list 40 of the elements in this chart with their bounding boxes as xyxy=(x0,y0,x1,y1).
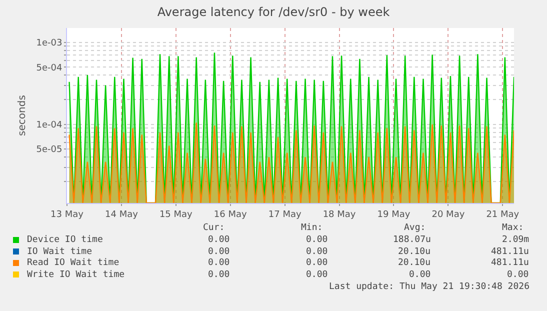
x-tick-label: 15 May xyxy=(159,210,194,220)
text: 0.00 xyxy=(208,270,230,280)
x-tick-label: 21 May xyxy=(486,210,520,220)
text: 481.11u xyxy=(491,258,529,268)
text: Cur: xyxy=(203,223,225,233)
y-tick-label: 5e-04 xyxy=(36,63,62,74)
text: 481.11u xyxy=(491,247,529,257)
text: 0.00 xyxy=(409,270,431,280)
text: Min: xyxy=(301,223,323,233)
y-tick-label: 1e-03 xyxy=(36,38,62,49)
text: 0.00 xyxy=(208,258,230,268)
x-tick-label: 18 May xyxy=(322,210,356,220)
y-axis-title: seconds xyxy=(17,95,28,136)
text: 20.10u xyxy=(398,258,431,268)
legend-label: IO Wait time xyxy=(27,247,92,257)
text: Avg: xyxy=(404,223,426,233)
text: 0.00 xyxy=(306,258,328,268)
x-tick-label: 17 May xyxy=(268,210,302,220)
x-tick-label: 16 May xyxy=(214,210,248,220)
text: 0.00 xyxy=(306,247,328,257)
x-tick-label: 13 May xyxy=(50,210,84,220)
text: Max: xyxy=(502,223,524,233)
x-tick-label: 14 May xyxy=(105,210,139,220)
text: 0.00 xyxy=(208,235,230,245)
text: Last update: Thu May 21 19:30:48 2026 xyxy=(329,282,530,292)
y-tick-label: 1e-04 xyxy=(36,120,62,131)
text: 0.00 xyxy=(306,235,328,245)
text: 188.07u xyxy=(393,235,431,245)
legend-label: Write IO Wait time xyxy=(27,270,125,280)
y-tick-label: 5e-05 xyxy=(36,145,62,156)
legend-label: Device IO time xyxy=(27,235,103,245)
text: 0.00 xyxy=(306,270,328,280)
chart-title: Average latency for /dev/sr0 - by week xyxy=(157,5,390,20)
x-tick-label: 20 May xyxy=(432,210,466,220)
text: 2.09m xyxy=(502,235,530,245)
text: 0.00 xyxy=(507,270,529,280)
text: 20.10u xyxy=(398,247,431,257)
text: 0.00 xyxy=(208,247,230,257)
legend-label: Read IO Wait time xyxy=(27,258,120,268)
x-tick-label: 19 May xyxy=(377,210,411,220)
